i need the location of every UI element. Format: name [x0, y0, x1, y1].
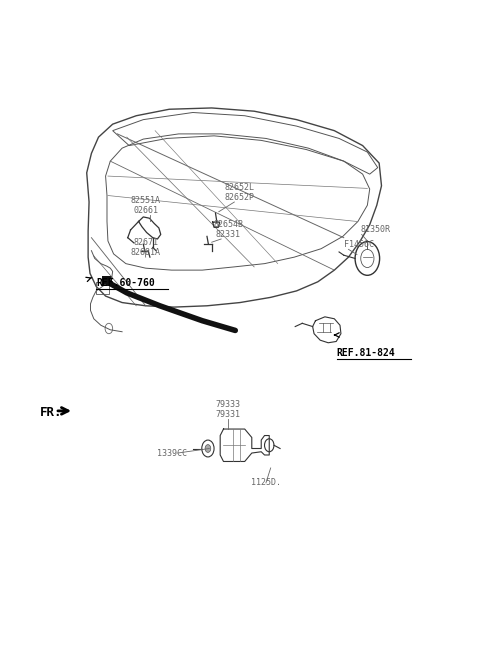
- Text: 82652L
82652P: 82652L 82652P: [225, 183, 255, 202]
- Text: 1125D.: 1125D.: [251, 478, 281, 487]
- Text: F1456C: F1456C: [344, 240, 374, 250]
- FancyBboxPatch shape: [102, 276, 112, 286]
- Text: REF.81-824: REF.81-824: [336, 348, 396, 358]
- Text: 82551A
02661: 82551A 02661: [131, 196, 161, 215]
- Text: 82671
82681A: 82671 82681A: [131, 238, 161, 257]
- Text: 81350R: 81350R: [360, 225, 390, 235]
- Text: FR.: FR.: [39, 406, 62, 419]
- Text: REF.60-760: REF.60-760: [96, 278, 155, 288]
- Text: 1339CC: 1339CC: [156, 449, 187, 457]
- Text: 79333
79331: 79333 79331: [216, 400, 240, 419]
- Text: 82654B
82331: 82654B 82331: [213, 219, 243, 239]
- Circle shape: [205, 445, 211, 453]
